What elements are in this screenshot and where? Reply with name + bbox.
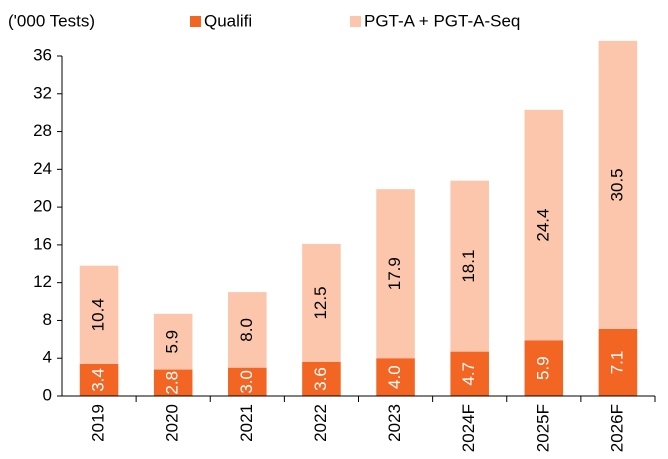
value-label: 3.6 bbox=[311, 367, 330, 391]
legend-label: PGT-A + PGT-A-Seq bbox=[364, 11, 520, 30]
y-tick-label: 36 bbox=[33, 45, 52, 64]
value-label: 4.7 bbox=[459, 362, 478, 386]
y-tick-label: 20 bbox=[33, 197, 52, 216]
x-tick-label: 2025F bbox=[533, 404, 552, 452]
y-tick-label: 0 bbox=[43, 385, 52, 404]
bar-segment bbox=[524, 109, 564, 341]
bar-segment bbox=[450, 351, 489, 396]
y-tick-label: 32 bbox=[33, 83, 52, 102]
value-label: 12.5 bbox=[311, 286, 330, 319]
y-axis-label: ('000 Tests) bbox=[8, 11, 95, 30]
legend-swatch bbox=[350, 16, 361, 27]
x-tick-label: 2021 bbox=[237, 404, 256, 442]
bar-segment bbox=[79, 265, 119, 364]
bar-segment bbox=[302, 362, 341, 396]
bar-segment bbox=[598, 40, 638, 329]
bar-segment bbox=[79, 363, 119, 396]
x-tick-label: 2019 bbox=[89, 404, 108, 442]
value-label: 3.4 bbox=[89, 368, 108, 392]
x-tick-label: 2023 bbox=[385, 404, 404, 442]
y-tick-label: 8 bbox=[43, 310, 52, 329]
value-label: 5.9 bbox=[533, 356, 552, 380]
bar-segment bbox=[376, 358, 415, 396]
x-tick-label: 2022 bbox=[311, 404, 330, 442]
value-label: 8.0 bbox=[237, 318, 256, 342]
value-label: 18.1 bbox=[459, 250, 478, 283]
y-tick-label: 16 bbox=[33, 234, 52, 253]
bar-segment bbox=[228, 367, 267, 396]
value-label: 30.5 bbox=[607, 168, 626, 201]
value-label: 5.9 bbox=[163, 330, 182, 354]
value-label: 10.4 bbox=[89, 298, 108, 331]
bar-segment bbox=[228, 292, 267, 368]
value-label: 7.1 bbox=[607, 351, 626, 375]
bar-segment bbox=[524, 340, 564, 396]
legend-swatch bbox=[190, 16, 201, 27]
y-tick-label: 24 bbox=[33, 159, 52, 178]
bar-segment bbox=[598, 328, 638, 396]
value-label: 4.0 bbox=[385, 365, 404, 389]
value-label: 17.9 bbox=[385, 257, 404, 290]
bar-segment bbox=[302, 243, 341, 362]
value-label: 24.4 bbox=[533, 209, 552, 242]
bar-segment bbox=[153, 313, 193, 370]
bar-segment bbox=[153, 369, 193, 396]
x-tick-label: 2024F bbox=[459, 404, 478, 452]
legend-label: Qualifi bbox=[204, 11, 252, 30]
y-tick-label: 4 bbox=[43, 348, 52, 367]
x-tick-label: 2026F bbox=[607, 404, 626, 452]
y-tick-label: 28 bbox=[33, 121, 52, 140]
bar-segment bbox=[450, 180, 489, 352]
value-label: 3.0 bbox=[237, 370, 256, 394]
bar-segment bbox=[376, 189, 415, 359]
x-tick-label: 2020 bbox=[163, 404, 182, 442]
value-label: 2.8 bbox=[163, 371, 182, 395]
y-tick-label: 12 bbox=[33, 272, 52, 291]
